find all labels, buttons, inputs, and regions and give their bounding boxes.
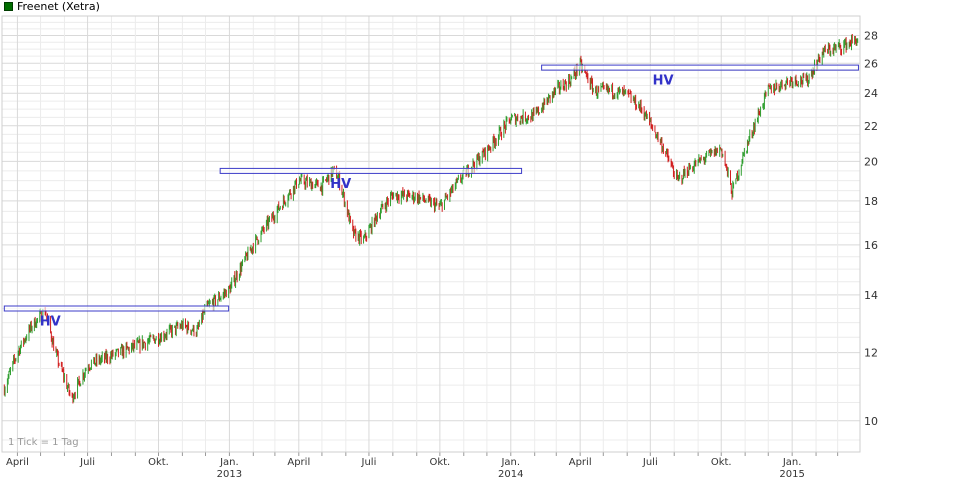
x-tick-label: April — [6, 457, 29, 468]
x-year-label: 2013 — [217, 469, 242, 480]
x-tick-label: Juli — [79, 457, 95, 468]
x-tick-label: Okt. — [711, 457, 732, 468]
hv-label: HV — [653, 74, 674, 89]
y-tick-label: 12 — [864, 347, 878, 360]
hv-band — [3, 305, 230, 312]
x-tick-label: Okt. — [148, 457, 169, 468]
x-year-label: 2015 — [779, 469, 804, 480]
x-tick-label: Juli — [642, 457, 658, 468]
scale-note: 1 Tick = 1 Tag — [8, 437, 79, 448]
legend-swatch — [4, 2, 13, 11]
x-year-label: 2014 — [498, 469, 523, 480]
hv-label: HV — [40, 315, 61, 330]
legend-label: Freenet (Xetra) — [17, 0, 100, 13]
y-tick-label: 28 — [864, 30, 878, 43]
y-tick-label: 10 — [864, 415, 878, 428]
x-tick-label: Juli — [361, 457, 377, 468]
x-tick-label: Jan. — [219, 457, 239, 468]
y-tick-label: 24 — [864, 87, 878, 100]
hv-label: HV — [330, 177, 351, 192]
hv-band — [219, 167, 523, 174]
plot-frame — [1, 15, 861, 453]
hv-band — [541, 64, 859, 71]
x-tick-label: April — [287, 457, 310, 468]
x-tick-label: Okt. — [429, 457, 450, 468]
x-tick-label: Jan. — [782, 457, 802, 468]
x-tick-label: April — [569, 457, 592, 468]
y-tick-label: 20 — [864, 155, 878, 168]
y-tick-label: 16 — [864, 239, 878, 252]
y-axis-labels: 10 12 14 16 18 20 22 24 26 28 — [864, 30, 878, 428]
y-tick-label: 26 — [864, 57, 878, 70]
annotations: HV HV HV — [3, 64, 859, 330]
x-tick-label: Jan. — [500, 457, 520, 468]
y-tick-label: 22 — [864, 120, 878, 133]
y-tick-label: 18 — [864, 195, 878, 208]
y-tick-label: 14 — [864, 289, 878, 302]
